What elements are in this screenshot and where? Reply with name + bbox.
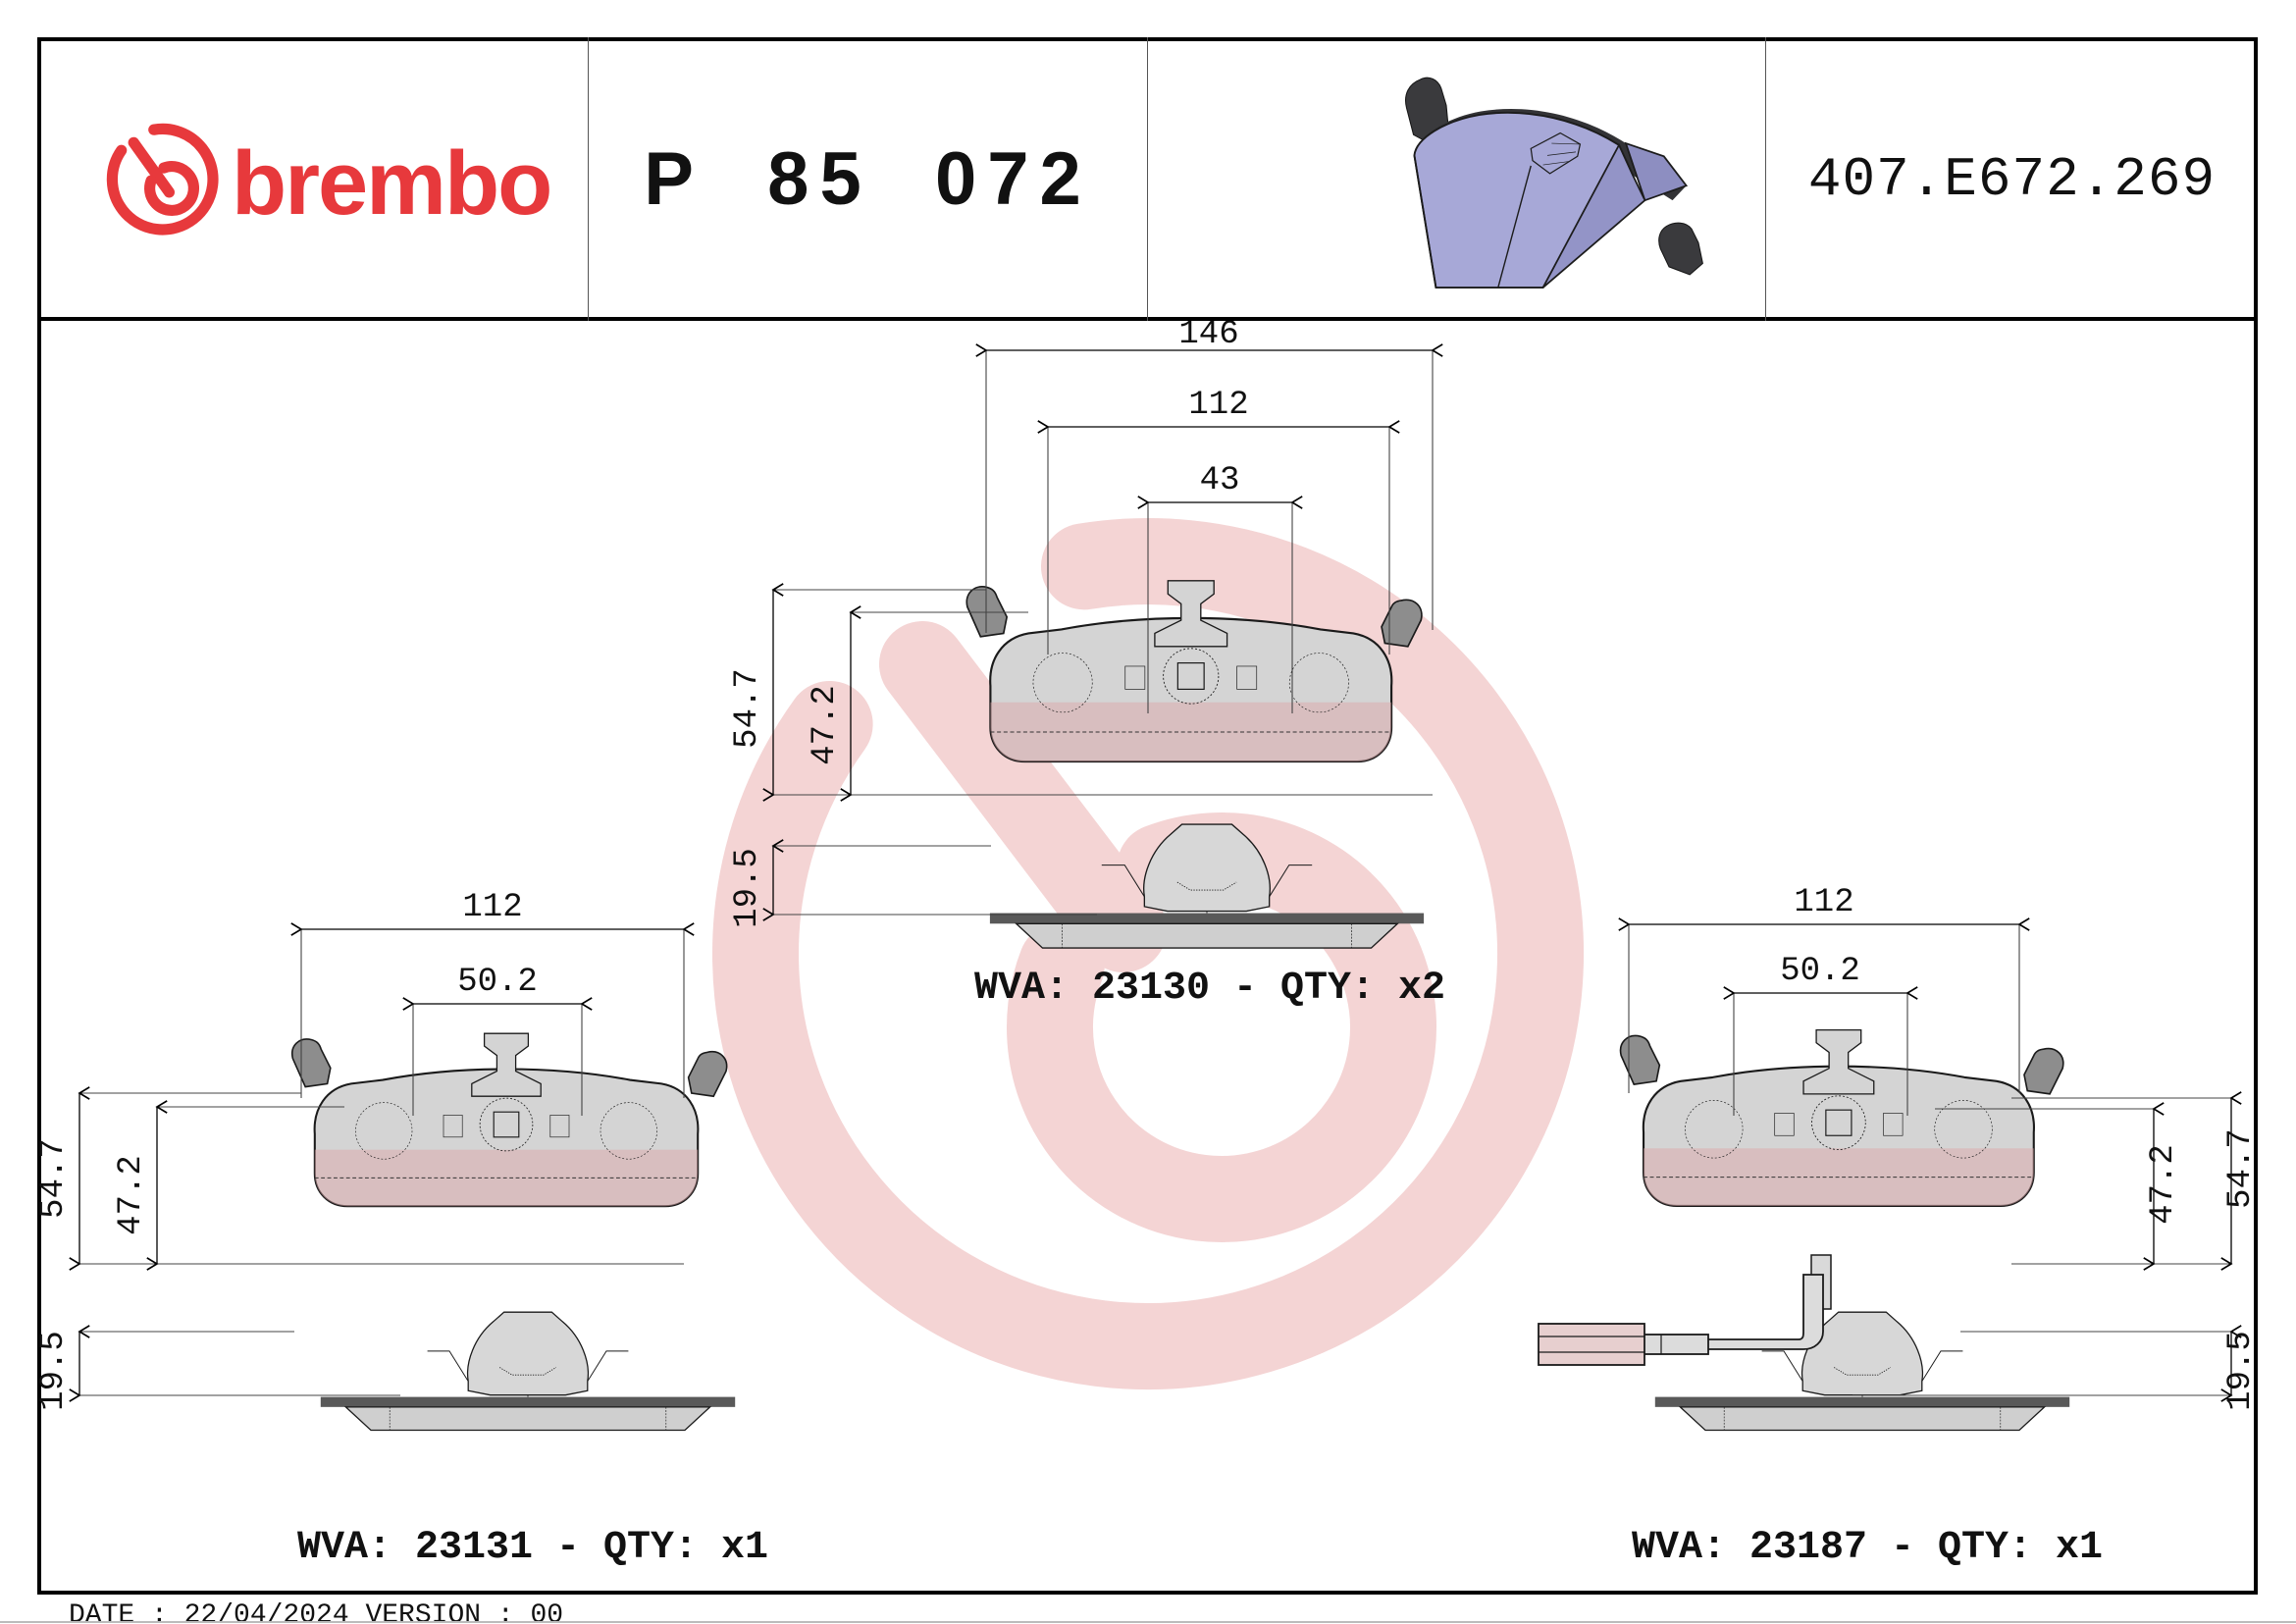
svg-text:19.5: 19.5	[729, 848, 766, 928]
svg-text:brembo: brembo	[232, 133, 550, 234]
svg-text:50.2: 50.2	[1780, 953, 1860, 990]
svg-text:50.2: 50.2	[457, 964, 538, 1001]
svg-text:WVA: 23131 - QTY: x1: WVA: 23131 - QTY: x1	[297, 1526, 768, 1570]
svg-text:19.5: 19.5	[2222, 1331, 2258, 1411]
svg-text:43: 43	[1200, 462, 1240, 499]
svg-text:112: 112	[1188, 387, 1248, 424]
svg-text:19.5: 19.5	[37, 1331, 73, 1411]
svg-text:47.2: 47.2	[113, 1155, 150, 1235]
svg-text:146: 146	[1178, 321, 1238, 353]
svg-text:54.7: 54.7	[37, 1138, 73, 1219]
svg-text:112: 112	[1794, 884, 1853, 921]
svg-text:WVA: 23187 - QTY: x1: WVA: 23187 - QTY: x1	[1632, 1526, 2103, 1570]
svg-text:WVA: 23130 - QTY: x2: WVA: 23130 - QTY: x2	[974, 967, 1445, 1011]
svg-text:54.7: 54.7	[729, 668, 766, 749]
svg-text:47.2: 47.2	[2145, 1144, 2182, 1225]
svg-text:54.7: 54.7	[2222, 1128, 2258, 1209]
svg-text:112: 112	[462, 889, 522, 926]
svg-text:47.2: 47.2	[807, 685, 844, 765]
